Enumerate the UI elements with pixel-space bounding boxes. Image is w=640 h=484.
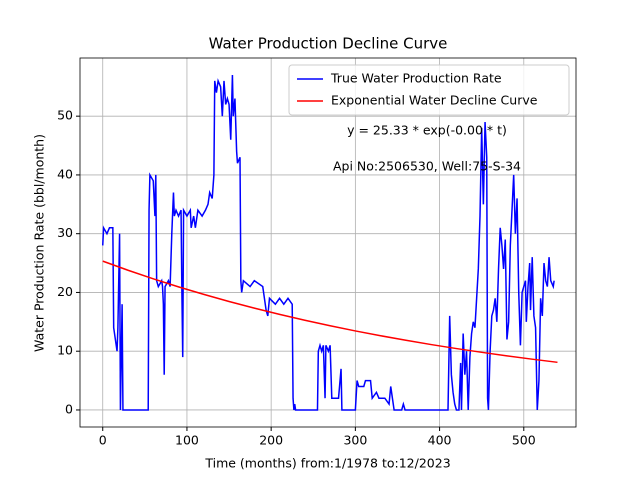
x-axis-label: Time (months) from:1/1978 to:12/2023 (204, 456, 450, 471)
legend-box (288, 64, 570, 116)
x-tick-label: 300 (343, 433, 367, 448)
y-tick-label: 0 (65, 401, 73, 416)
y-tick-label: 20 (57, 284, 73, 299)
x-tick-label: 0 (99, 433, 107, 448)
chart-title: Water Production Decline Curve (209, 35, 448, 53)
y-tick-label: 50 (57, 108, 73, 123)
y-tick-label: 10 (57, 343, 73, 358)
x-tick-label: 200 (259, 433, 283, 448)
y-tick-label: 40 (57, 166, 73, 181)
data-line (102, 260, 558, 364)
plot-frame (79, 57, 577, 428)
y-tick-label: 30 (57, 225, 73, 240)
annotation: y = 25.33 * exp(-0.00 * t) (347, 123, 507, 138)
x-tick-label: 400 (428, 433, 452, 448)
x-tick-label: 500 (512, 433, 536, 448)
x-tick-label: 100 (175, 433, 199, 448)
legend-label: True Water Production Rate (330, 71, 502, 86)
y-axis-label: Water Production Rate (bbl/month) (32, 134, 47, 352)
annotation: Api No:2506530, Well:75-S-34 (333, 159, 521, 174)
legend-label: Exponential Water Decline Curve (331, 93, 538, 108)
data-line (101, 75, 555, 411)
